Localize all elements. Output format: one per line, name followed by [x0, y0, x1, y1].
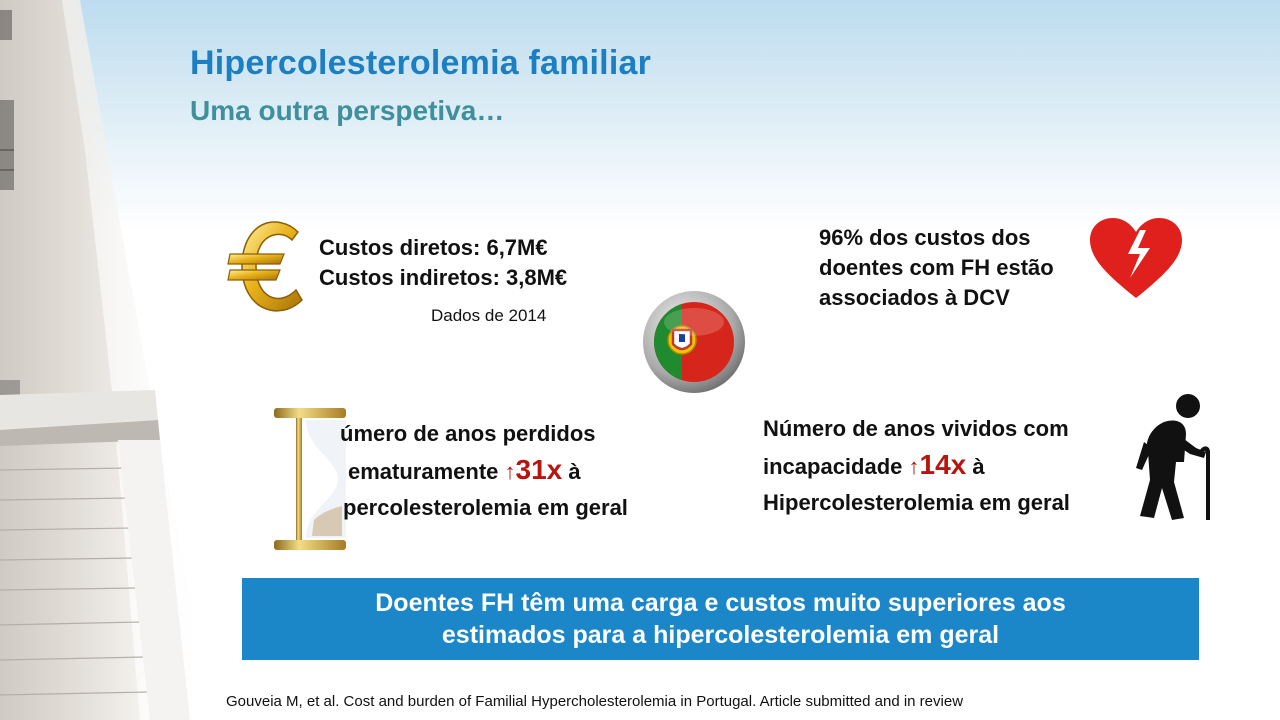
indirect-costs: Custos indiretos: 3,8M€	[319, 265, 568, 290]
direct-costs: Custos diretos: 6,7M€	[319, 235, 548, 260]
increase-arrow: ↑	[504, 459, 516, 484]
years-lost-line-3: percolesterolemia em geral	[343, 495, 628, 520]
conclusion-callout: Doentes FH têm uma carga e custos muito …	[242, 578, 1199, 660]
citation-footer: Gouveia M, et al. Cost and burden of Fam…	[226, 693, 964, 710]
years-lost-prefix: ematuramente	[348, 459, 505, 484]
years-disability-factor: 14x	[919, 449, 967, 480]
years-lost-line-1: úmero de anos perdidos	[340, 421, 596, 446]
data-year-note: Dados de 2014	[431, 306, 547, 325]
slide-subtitle: Uma outra perspetiva…	[190, 95, 505, 126]
elderly-person-icon	[1124, 392, 1214, 527]
years-disability-suffix: à	[966, 454, 985, 479]
costs-block: Custos diretos: 6,7M€ Custos indiretos: …	[319, 233, 567, 293]
years-disability-line-1: Número de anos vividos com	[763, 416, 1069, 441]
cvd-line-3: associados à DCV	[819, 285, 1010, 310]
years-lost-block: úmero de anos perdidos ematuramente ↑31x…	[340, 416, 628, 526]
years-disability-prefix: incapacidade	[763, 454, 909, 479]
building-photo	[0, 0, 230, 720]
years-disability-line-3: Hipercolesterolemia em geral	[763, 490, 1070, 515]
years-lost-factor: 31x	[515, 454, 563, 485]
callout-line-2: estimados para a hipercolesterolemia em …	[441, 621, 1000, 649]
broken-heart-icon	[1088, 216, 1184, 305]
cvd-line-2: doentes com FH estão	[819, 255, 1054, 280]
increase-arrow: ↑	[908, 454, 920, 479]
years-disability-line-2: incapacidade ↑14x à	[763, 447, 1070, 485]
years-lost-suffix: à	[562, 459, 581, 484]
years-lost-line-2: ematuramente ↑31x à	[340, 452, 628, 490]
slide-title: Hipercolesterolemia familiar	[190, 44, 652, 82]
cvd-line-1: 96% dos custos dos	[819, 225, 1031, 250]
callout-line-1: Doentes FH têm uma carga e custos muito …	[375, 589, 1066, 617]
euro-icon	[226, 218, 308, 321]
portugal-flag-icon	[640, 290, 748, 401]
hourglass-icon	[274, 408, 346, 550]
cvd-block: 96% dos custos dos doentes com FH estão …	[819, 223, 1054, 313]
years-disability-block: Número de anos vividos com incapacidade …	[763, 411, 1070, 521]
